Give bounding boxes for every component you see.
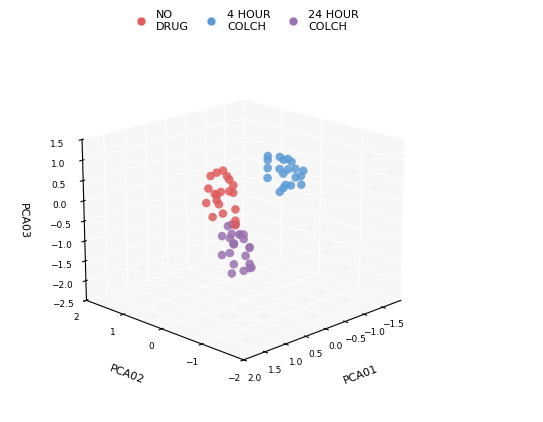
Legend: NO
DRUG, 4 HOUR
COLCH, 24 HOUR
COLCH: NO DRUG, 4 HOUR COLCH, 24 HOUR COLCH [125,5,364,36]
X-axis label: PCA01: PCA01 [342,364,379,386]
Y-axis label: PCA02: PCA02 [108,364,146,386]
